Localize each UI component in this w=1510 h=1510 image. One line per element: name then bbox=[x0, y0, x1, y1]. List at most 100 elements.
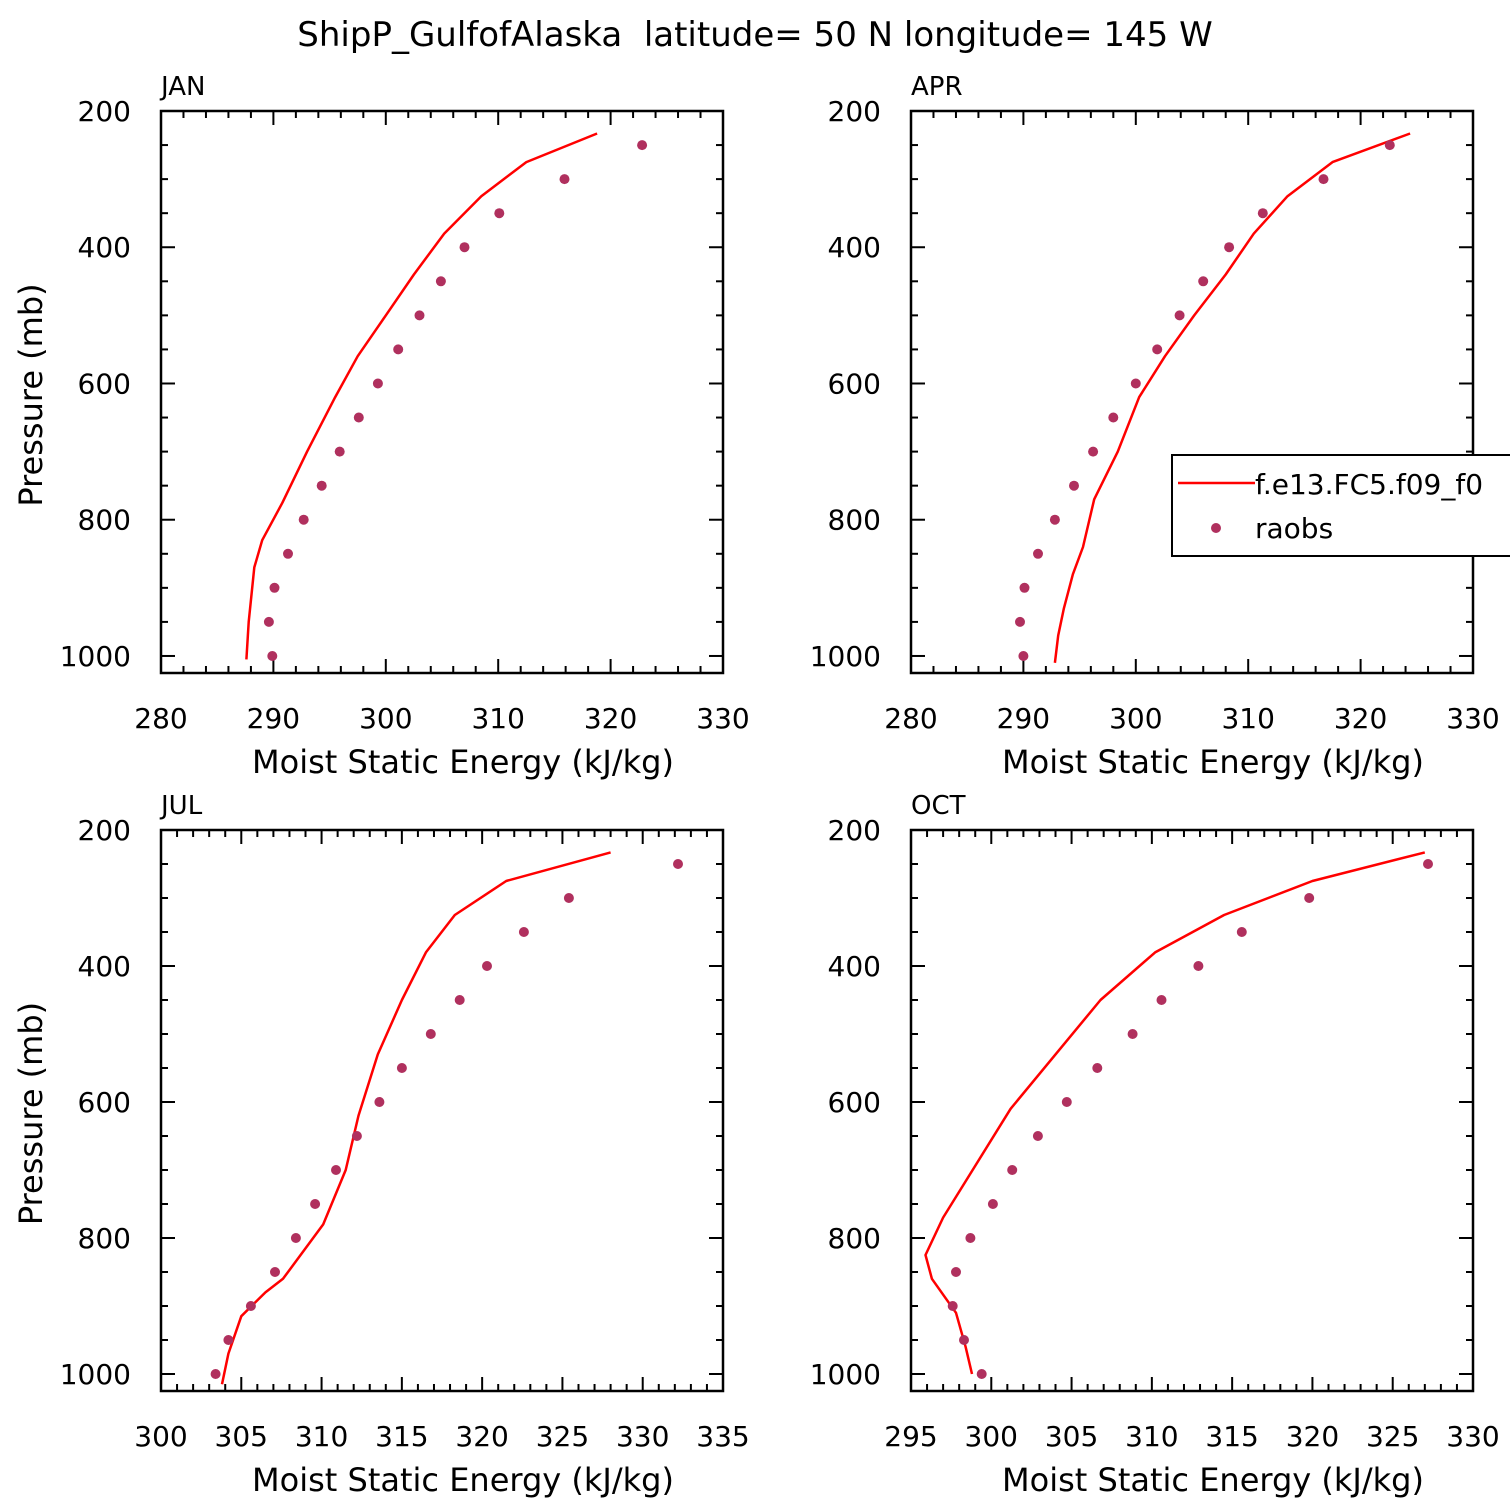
x-tick-label: 315 bbox=[1205, 1420, 1258, 1453]
x-tick-label: 310 bbox=[471, 702, 524, 735]
legend-obs-marker bbox=[1211, 523, 1221, 533]
raobs-point-apr bbox=[1174, 310, 1185, 321]
x-axis-label-jul: Moist Static Energy (kJ/kg) bbox=[252, 1461, 674, 1499]
raobs-point-oct bbox=[1032, 1131, 1043, 1141]
raobs-point-jan bbox=[353, 412, 364, 423]
raobs-point-oct bbox=[1127, 1029, 1138, 1039]
y-tick-label: 800 bbox=[828, 1222, 881, 1255]
panel-jul: JUL 300 305 310 315 320 325 330 335 200 400 600 800 1… bbox=[12, 791, 750, 1499]
x-tick-label: 320 bbox=[1334, 702, 1387, 735]
raobs-point-oct bbox=[1156, 995, 1167, 1005]
plot-frame-oct bbox=[909, 828, 1475, 1393]
raobs-point-jan bbox=[637, 140, 648, 151]
y-tick-label: 400 bbox=[828, 231, 881, 264]
y-axis-label-jul: Pressure (mb) bbox=[12, 1002, 50, 1225]
y-tick-label: 600 bbox=[828, 1086, 881, 1119]
raobs-point-oct bbox=[976, 1369, 987, 1379]
y-tick-label: 600 bbox=[828, 367, 881, 400]
x-tick-label: 300 bbox=[1109, 702, 1162, 735]
y-tick-label: 400 bbox=[78, 950, 131, 983]
raobs-point-apr bbox=[1033, 548, 1043, 559]
x-tick-label: 320 bbox=[455, 1420, 508, 1453]
y-tick-label: 200 bbox=[828, 814, 881, 847]
panel-title-jan: JAN bbox=[159, 72, 205, 102]
raobs-point-jul bbox=[518, 927, 529, 937]
panel-title-oct: OCT bbox=[911, 791, 966, 821]
raobs-point-jul bbox=[290, 1233, 301, 1243]
x-tick-label: 305 bbox=[215, 1420, 268, 1453]
raobs-point-jul bbox=[270, 1267, 280, 1277]
raobs-point-jan bbox=[393, 344, 404, 355]
raobs-point-jul bbox=[374, 1097, 385, 1107]
x-tick-label: 310 bbox=[295, 1420, 348, 1453]
raobs-point-jan bbox=[559, 174, 570, 185]
y-tick-label: 200 bbox=[78, 95, 131, 128]
x-tick-label: 330 bbox=[616, 1420, 669, 1453]
panel-title-jul: JUL bbox=[159, 791, 203, 821]
x-tick-label: 310 bbox=[1221, 702, 1274, 735]
raobs-point-oct bbox=[1193, 961, 1204, 971]
y-tick-label: 400 bbox=[828, 950, 881, 983]
raobs-point-oct bbox=[1092, 1063, 1103, 1073]
legend-obs-label: raobs bbox=[1255, 512, 1333, 545]
panels: JAN 280 290 300 310 320 330 200 400 600 800 1000 Moi… bbox=[12, 72, 1500, 1499]
model-line-jan bbox=[245, 132, 598, 660]
raobs-point-apr bbox=[1198, 276, 1209, 287]
legend: f.e13.FC5.f09_f0 raobs bbox=[1171, 454, 1510, 557]
panel-jan: JAN 280 290 300 310 320 330 200 400 600 800 1000 Moi… bbox=[12, 72, 750, 781]
x-axis-label-oct: Moist Static Energy (kJ/kg) bbox=[1002, 1461, 1424, 1499]
raobs-point-jan bbox=[435, 276, 446, 287]
raobs-point-jan bbox=[414, 310, 425, 321]
raobs-point-jul bbox=[223, 1335, 234, 1345]
raobs-point-jul bbox=[351, 1131, 362, 1141]
panel-oct: OCT 295 300 305 310 315 320 325 330 200 400 600 800 1… bbox=[810, 791, 1500, 1499]
raobs-point-jan bbox=[372, 378, 383, 389]
plot-frame-jan bbox=[159, 109, 725, 675]
plot-frame-jul bbox=[159, 828, 725, 1393]
raobs-point-oct bbox=[987, 1199, 998, 1209]
y-tick-label: 800 bbox=[78, 1222, 131, 1255]
panel-apr: APR 280 290 300 310 320 330 200 400 600 800 1000 Moi… bbox=[810, 72, 1500, 781]
model-line-jul bbox=[220, 851, 611, 1385]
y-tick-label: 1000 bbox=[810, 640, 881, 673]
y-tick-label: 800 bbox=[78, 504, 131, 537]
x-tick-label: 300 bbox=[134, 1420, 187, 1453]
raobs-point-oct bbox=[1423, 859, 1433, 869]
x-tick-label: 330 bbox=[696, 702, 749, 735]
raobs-point-jan bbox=[334, 446, 345, 457]
y-tick-label: 200 bbox=[78, 814, 131, 847]
raobs-point-jul bbox=[396, 1063, 407, 1073]
x-axis-label-apr: Moist Static Energy (kJ/kg) bbox=[1002, 743, 1424, 781]
x-tick-label: 280 bbox=[134, 702, 187, 735]
y-tick-label: 800 bbox=[828, 504, 881, 537]
y-axis-label-jan: Pressure (mb) bbox=[12, 283, 50, 506]
raobs-point-jan bbox=[494, 208, 505, 219]
raobs-point-apr bbox=[1049, 514, 1060, 525]
panel-title-apr: APR bbox=[911, 72, 963, 102]
raobs-point-jan bbox=[263, 616, 274, 627]
raobs-point-apr bbox=[1015, 616, 1025, 627]
x-tick-label: 310 bbox=[1125, 1420, 1178, 1453]
raobs-point-oct bbox=[1007, 1165, 1018, 1175]
x-tick-label: 320 bbox=[1286, 1420, 1339, 1453]
raobs-point-jul bbox=[331, 1165, 341, 1175]
x-tick-label: 335 bbox=[696, 1420, 749, 1453]
y-tick-label: 1000 bbox=[60, 1358, 131, 1391]
raobs-point-oct bbox=[947, 1301, 958, 1311]
model-line-apr bbox=[1053, 132, 1411, 663]
x-tick-label: 290 bbox=[997, 702, 1050, 735]
raobs-point-apr bbox=[1152, 344, 1163, 355]
x-tick-label: 280 bbox=[884, 702, 937, 735]
x-tick-label: 305 bbox=[1045, 1420, 1098, 1453]
raobs-point-oct bbox=[965, 1233, 976, 1243]
raobs-point-jan bbox=[269, 582, 280, 593]
raobs-point-apr bbox=[1019, 582, 1030, 593]
raobs-point-jul bbox=[245, 1301, 256, 1311]
x-tick-label: 300 bbox=[965, 1420, 1018, 1453]
raobs-point-apr bbox=[1130, 378, 1141, 389]
raobs-point-oct bbox=[1304, 893, 1315, 903]
x-tick-label: 320 bbox=[584, 702, 637, 735]
raobs-point-jan bbox=[283, 548, 293, 559]
raobs-point-jul bbox=[563, 893, 574, 903]
